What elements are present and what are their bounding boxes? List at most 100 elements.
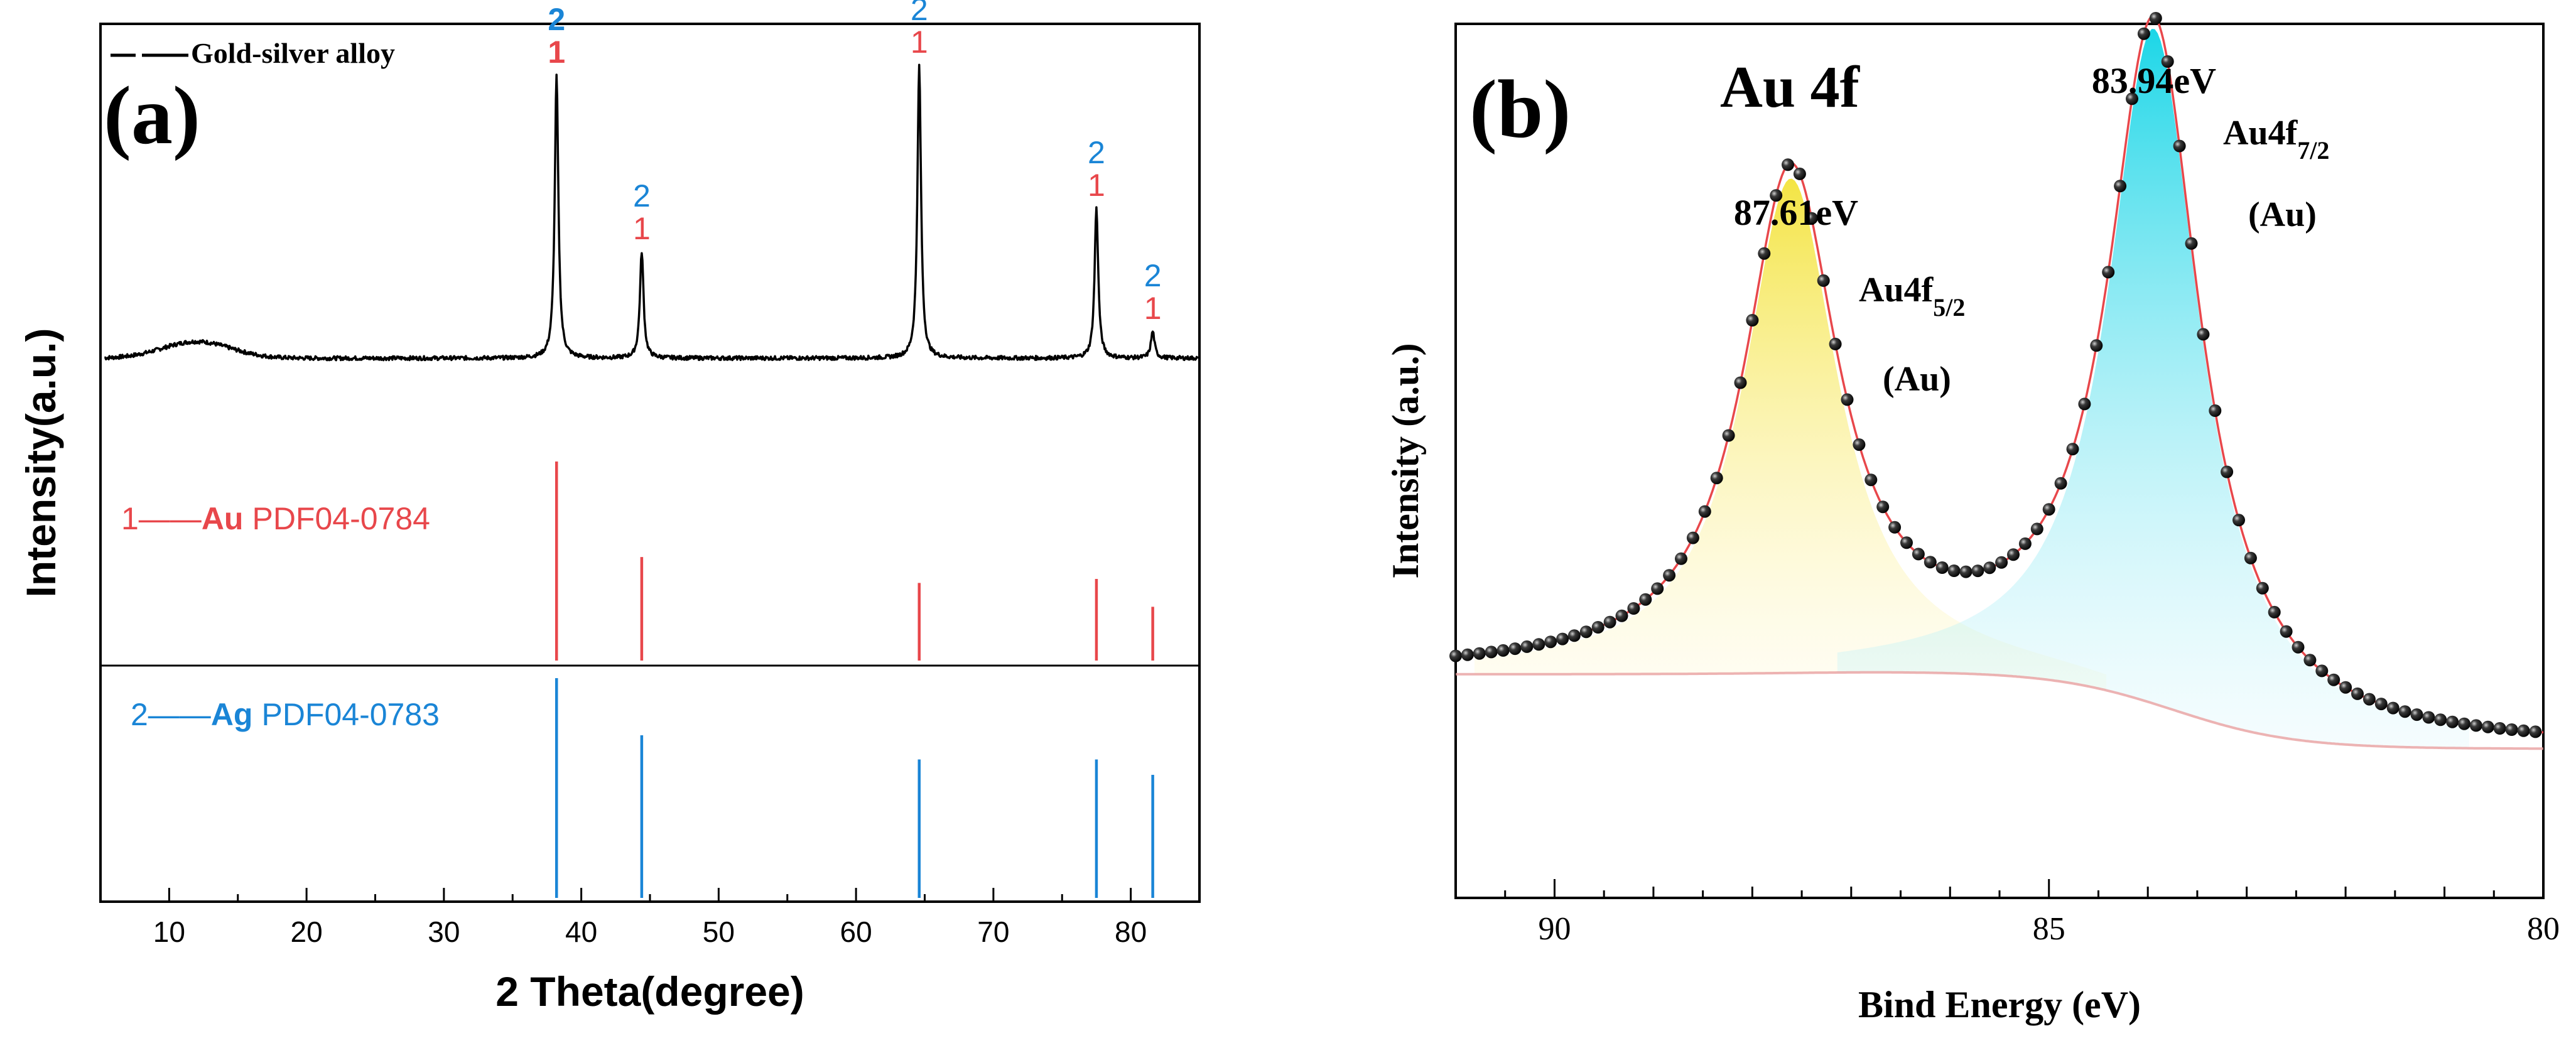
au4f52-peak-fill [1474,178,2107,691]
xps-data-point [2529,725,2542,738]
xps-data-point [2209,404,2222,417]
xrd-x-tick-label: 20 [291,915,323,948]
xps-data-point [1675,552,1687,565]
xps-data-point [2303,654,2317,667]
xps-data-point [1567,629,1581,642]
au-reference-index: 1—— [121,501,202,536]
xps-data-point [2339,681,2352,694]
xps-data-point [1805,212,1818,225]
au4f52-phase: (Au) [1883,360,1951,399]
xps-data-point [1579,625,1593,639]
xps-data-point [1461,648,1474,661]
xps-x-tick-label: 85 [2033,911,2065,947]
xps-data-point [1591,621,1605,634]
xrd-peak-label-au: 1 [1088,168,1105,203]
xps-data-point [1924,556,1937,569]
xps-data-point [1912,548,1925,561]
xps-data-point [2268,605,2281,618]
xrd-panel-label: (a) [104,69,200,161]
xps-plot-frame [1454,23,2545,899]
xps-data-point [1900,536,1913,549]
xps-data-point [2102,266,2115,279]
xps-data-point [2232,514,2245,527]
xps-data-point [2517,724,2530,737]
xrd-peak-label-au: 1 [633,211,651,246]
xrd-x-tick-label: 50 [703,915,735,948]
xps-data-point [1722,429,1735,442]
au-reference-label: 1——Au PDF04-0784 [121,501,430,536]
xps-data-point [2197,328,2210,341]
xps-data-point [1473,647,1486,660]
xrd-x-tick-label: 10 [153,915,185,948]
xps-x-tick-label: 90 [1538,911,1571,947]
xps-data-point [1888,521,1902,534]
xps-data-point [1793,167,1806,180]
xps-data-point [2434,713,2447,726]
xps-data-point [2126,92,2138,105]
xps-data-point [2327,673,2341,686]
xps-data-point [2469,719,2482,732]
au4f72-assignment: Au4f7/2 [2223,114,2329,165]
xps-data-point [2446,715,2459,728]
xps-data-point [1710,472,1723,485]
xrd-plot-frame [99,23,1201,903]
xps-data-point [2185,237,2198,250]
xps-data-point [1746,314,1759,327]
xps-data-point [1841,393,1854,406]
xps-data-point [1544,635,1557,649]
xps-data-point [1639,593,1652,606]
xps-data-point [1532,638,1545,651]
xps-data-point [1651,582,1664,595]
au4f52-assignment-sub: 5/2 [1933,293,1965,321]
xps-data-point [2422,711,2435,724]
xps-data-point [1449,649,1462,662]
xps-data-points [1449,12,2542,738]
xrd-x-tick-label: 40 [565,915,597,948]
au-reference-card: PDF04-0784 [252,501,430,536]
xps-data-point [2362,693,2376,706]
xps-data-point [2114,180,2127,193]
ag-reference-index: 2—— [131,697,211,732]
xrd-peak-label-ag: 2 [633,178,651,213]
xrd-peak-label-ag: 2 [548,2,565,37]
xps-data-point [2315,664,2329,678]
xps-data-point [1496,644,1510,657]
xps-data-point [1983,561,1996,575]
xps-data-point [2007,548,2020,561]
au4f72-peak-fill [1837,29,2469,748]
xps-data-point [2398,705,2411,718]
xps-data-point [1603,615,1616,629]
au4f72-phase: (Au) [2248,195,2317,234]
xps-data-point [2351,687,2364,700]
xps-data-point [1686,531,1699,544]
xrd-peak-label-ag: 2 [1088,135,1105,170]
xrd-x-tick-label: 30 [428,915,460,948]
xps-data-point [2018,537,2032,550]
xps-data-point [2256,581,2269,595]
xps-data-point [1959,565,1973,578]
xps-data-point [1947,564,1961,577]
xps-data-point [2386,701,2400,715]
xrd-y-axis-title: Intensity(a.u.) [18,328,64,597]
xps-data-point [1770,189,1783,202]
xrd-peak-label-ag: 2 [1144,258,1162,293]
xps-data-point [2173,139,2186,153]
ag-reference-card: PDF04-0783 [261,697,440,732]
xps-data-point [2280,625,2293,638]
xps-data-point [1817,274,1830,287]
xps-data-point [1485,645,1498,659]
xrd-pattern-line [104,63,1199,362]
au4f52-assignment-main: Au4f [1859,271,1934,310]
xps-data-point [2090,339,2103,352]
xps-data-point [2481,720,2494,733]
xps-data-point [2244,551,2257,564]
xps-data-point [1734,376,1747,389]
xps-y-axis-title: Intensity (a.u.) [1385,343,1426,578]
ag-reference-phase: Ag [211,697,253,732]
xps-data-point [1864,473,1878,487]
xps-data-point [2221,465,2234,478]
xrd-peak-label-au: 1 [1144,291,1162,326]
